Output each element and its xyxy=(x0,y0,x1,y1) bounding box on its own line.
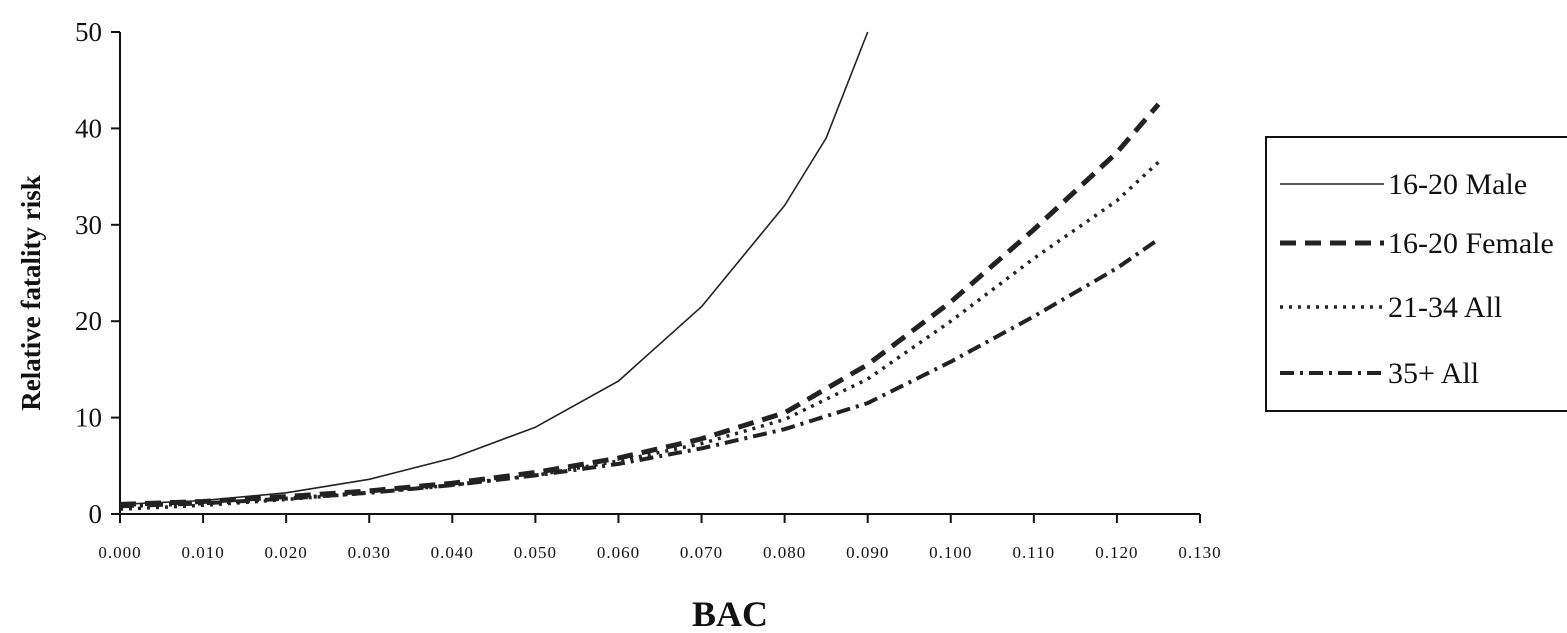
x-tick-label: 0.130 xyxy=(1178,543,1221,562)
y-tick-label: 10 xyxy=(75,403,102,433)
x-tick-label: 0.080 xyxy=(763,543,806,562)
legend-box xyxy=(1265,136,1567,412)
x-tick-label: 0.020 xyxy=(265,543,308,562)
y-tick-label: 50 xyxy=(75,17,102,47)
x-tick-label: 0.040 xyxy=(431,543,474,562)
x-tick-label: 0.120 xyxy=(1095,543,1138,562)
x-tick-label: 0.090 xyxy=(846,543,889,562)
legend-label-3: 21-34 All xyxy=(1388,291,1502,324)
series-line-4 xyxy=(119,237,1160,509)
y-tick-label: 20 xyxy=(75,306,102,336)
x-tick-label: 0.070 xyxy=(680,543,723,562)
y-tick-label: 0 xyxy=(89,499,103,529)
series-line-3 xyxy=(119,160,1160,511)
y-tick-label: 30 xyxy=(75,210,102,240)
y-tick-label: 40 xyxy=(75,113,102,143)
y-axis-title: Relative fatality risk xyxy=(16,175,46,410)
x-tick-label: 0.060 xyxy=(597,543,640,562)
series-line-1 xyxy=(119,31,869,506)
legend-label-4: 35+ All xyxy=(1388,357,1479,390)
axes: 0 10 20 30 40 50 0.000 0.010 0.020 0.030 0.040 0.05… xyxy=(16,17,1221,633)
x-tick-label: 0.000 xyxy=(98,543,141,562)
x-tick-label: 0.010 xyxy=(181,543,224,562)
legend: 16-20 Male 16-20 Female 21-34 All 35+ All xyxy=(1265,136,1567,412)
x-tick-label: 0.030 xyxy=(348,543,391,562)
x-axis-title: BAC xyxy=(692,594,768,633)
legend-label-2: 16-20 Female xyxy=(1388,227,1554,260)
x-tick-label: 0.050 xyxy=(514,543,557,562)
series-layer xyxy=(119,31,1161,511)
x-tick-label: 0.100 xyxy=(929,543,972,562)
x-tick-label: 0.110 xyxy=(1013,543,1056,562)
series-line-2 xyxy=(119,102,1161,507)
legend-label-1: 16-20 Male xyxy=(1388,168,1527,201)
